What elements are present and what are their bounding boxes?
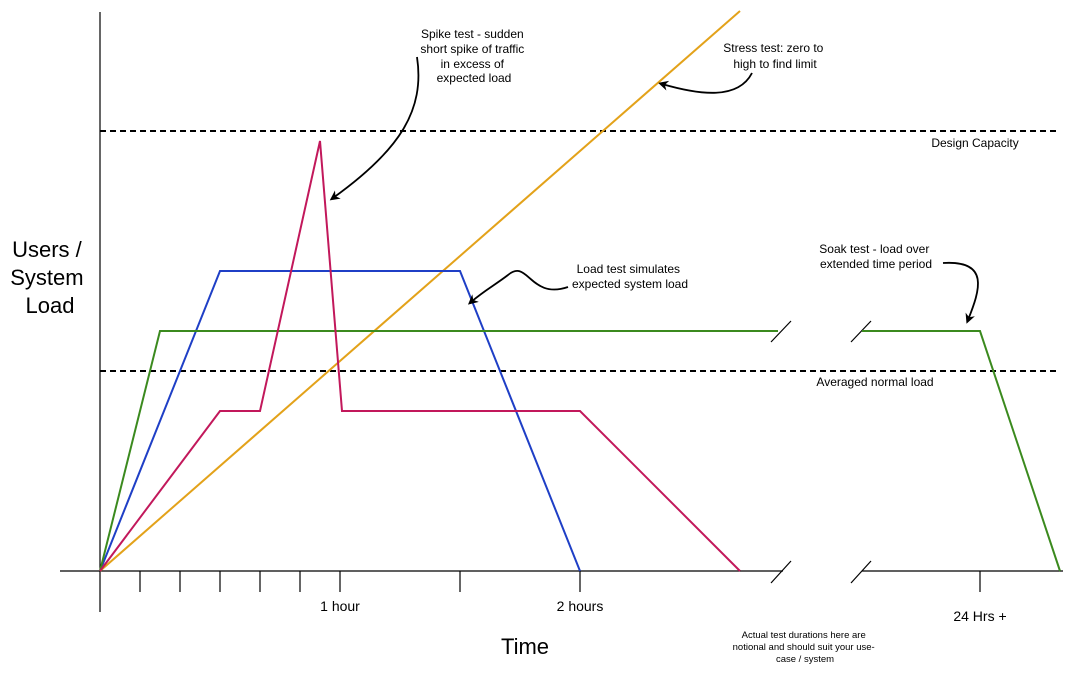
y-axis-title-line: System [10,265,83,290]
annotation-line: high to find limit [733,57,817,71]
tick-label-1-hour: 1 hour [320,598,360,614]
annotation-line: extended time period [820,257,932,271]
soak-test-line-part2 [862,330,1061,572]
load-test-annotation: Load test simulates expected system load [572,262,688,291]
averaged-normal-load-label: Averaged normal load [816,375,933,389]
axis-break-mark [850,560,872,584]
spike-test-line [99,140,741,572]
line-break-mark [770,320,792,343]
footnote-line: Actual test durations here are [742,630,866,641]
x-axis-title: Time [501,634,549,659]
design-capacity-label: Design Capacity [931,136,1018,150]
footnote-line: notional and should suit your use- [733,642,875,653]
axis-break-mark [770,560,792,584]
annotation-line: Soak test - load over [819,242,929,256]
annotation-line: Spike test - sudden [421,27,524,41]
line-break-mark [850,320,872,343]
annotation-line: short spike of traffic [420,42,524,56]
tick-label-2-hours: 2 hours [557,598,604,614]
load-test-line [99,270,581,572]
spike-test-annotation: Spike test - sudden short spike of traff… [420,27,527,85]
tick-label-24-hrs: 24 Hrs + [953,608,1006,624]
soak-test-line-part1 [99,330,778,572]
soak-test-annotation: Soak test - load over extended time peri… [819,242,932,271]
load-annotation-arrow [467,270,569,305]
spike-annotation-arrow [329,56,420,201]
annotation-line: expected load [437,71,512,85]
stress-annotation-arrow [658,72,753,94]
annotation-line: in excess of [441,57,505,71]
x-axis-ticks [139,571,981,592]
soak-annotation-arrow [942,262,979,324]
annotation-line: Stress test: zero to [723,41,823,55]
stress-test-line [99,10,741,572]
y-axis-title-line: Load [26,293,75,318]
y-axis-title-line: Users / [12,237,83,262]
annotation-line: expected system load [572,277,688,291]
annotation-line: Load test simulates [577,262,680,276]
y-axis-title: Users / System Load [10,237,89,318]
duration-footnote: Actual test durations here are notional … [733,630,878,665]
footnote-line: case / system [776,654,834,665]
stress-test-annotation: Stress test: zero to high to find limit [723,41,826,71]
